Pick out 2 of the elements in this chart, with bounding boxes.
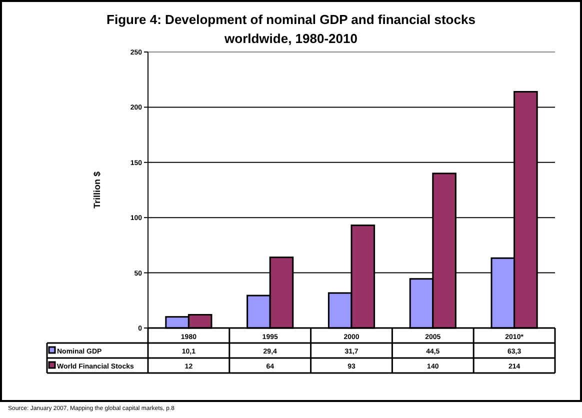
- y-axis-title: Trillion $: [92, 171, 102, 209]
- chart-title: Figure 4: Development of nominal GDP and financial stocks worldwide, 1980-2010: [106, 12, 476, 46]
